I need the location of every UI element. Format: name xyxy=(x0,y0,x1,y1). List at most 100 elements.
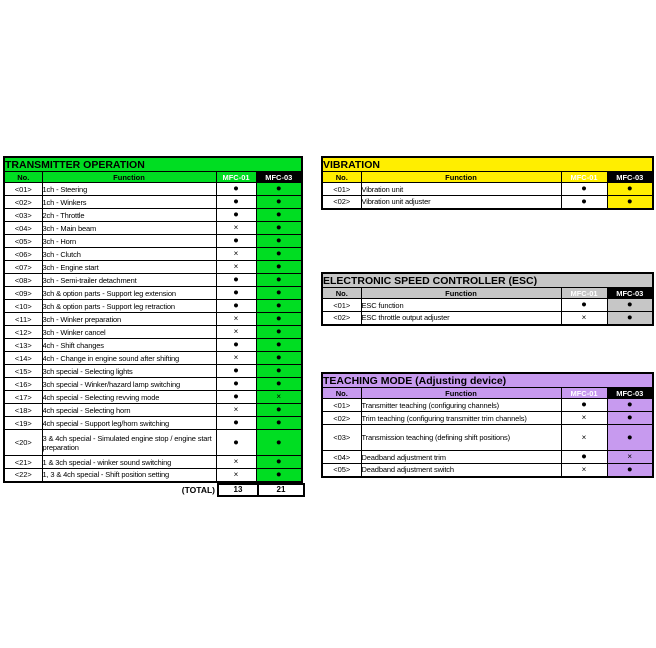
function-cell: 4ch - Change in engine sound after shift… xyxy=(41,351,217,365)
mfc03-value-cell: ● xyxy=(255,299,303,313)
mfc01-value-cell: × xyxy=(215,468,257,482)
function-cell: Trim teaching (configuring transmitter t… xyxy=(360,411,562,425)
row-number-cell: <06> xyxy=(3,247,43,261)
table-row: <22> 1, 3 & 4ch special - Shift position … xyxy=(3,468,303,482)
mfc01-value-cell: ● xyxy=(215,299,257,313)
function-cell: 3ch - Winker cancel xyxy=(41,325,217,339)
mfc03-value-cell: ● xyxy=(255,416,303,430)
row-number-cell: <01> xyxy=(321,398,362,412)
mfc01-value-cell: × xyxy=(560,411,608,425)
mfc03-value-cell: ● xyxy=(606,424,654,451)
row-number-cell: <14> xyxy=(3,351,43,365)
function-cell: 3ch - Engine start xyxy=(41,260,217,274)
function-cell: 3ch - Winker preparation xyxy=(41,312,217,326)
function-cell: 3ch - Horn xyxy=(41,234,217,248)
mfc03-value-cell: ● xyxy=(606,195,654,209)
row-number-cell: <13> xyxy=(3,338,43,352)
mfc03-value-cell: ● xyxy=(255,208,303,222)
mfc03-value-cell: ● xyxy=(255,351,303,365)
function-cell: 3ch special - Winker/hazard lamp switchi… xyxy=(41,377,217,391)
mfc01-value-cell: ● xyxy=(215,416,257,430)
mfc03-value-cell: ● xyxy=(606,311,654,325)
mfc01-value-cell: ● xyxy=(215,182,257,196)
row-number-cell: <15> xyxy=(3,364,43,378)
function-cell: 3ch - Semi-trailer detachment xyxy=(41,273,217,287)
mfc01-value-cell: × xyxy=(560,463,608,477)
table-row: <01> Transmitter teaching (configuring ch… xyxy=(321,398,654,412)
table-row: <03> 2ch - Throttle ● ● xyxy=(3,208,303,222)
function-cell: 4ch special - Selecting horn xyxy=(41,403,217,417)
table-row: <07> 3ch - Engine start × ● xyxy=(3,260,303,274)
table-row: <17> 4ch special - Selecting revving mode… xyxy=(3,390,303,404)
mfc03-value-cell: ● xyxy=(255,403,303,417)
mfc03-value-cell: ● xyxy=(255,325,303,339)
table-row: <13> 4ch - Shift changes ● ● xyxy=(3,338,303,352)
row-number-cell: <04> xyxy=(321,450,362,464)
table-row: <01> Vibration unit ● ● xyxy=(321,182,654,196)
column-header-mfc03: MFC-03 xyxy=(606,387,654,399)
mfc03-value-cell: ● xyxy=(255,455,303,469)
table-row: <03> Transmission teaching (defining shif… xyxy=(321,424,654,451)
row-number-cell: <11> xyxy=(3,312,43,326)
mfc01-value-cell: × xyxy=(215,455,257,469)
row-number-cell: <02> xyxy=(321,195,362,209)
table-row: <21> 1 & 3ch special - winker sound switc… xyxy=(3,455,303,469)
table-electronic-speed-controller: ELECTRONIC SPEED CONTROLLER (ESC) No. Func… xyxy=(321,272,654,326)
row-number-cell: <19> xyxy=(3,416,43,430)
column-header-mfc01: MFC-01 xyxy=(560,287,608,299)
table-row: <12> 3ch - Winker cancel × ● xyxy=(3,325,303,339)
total-mfc03-value: 21 xyxy=(257,483,305,497)
table-row: <04> Deadband adjustment trim ● × xyxy=(321,450,654,464)
row-number-cell: <05> xyxy=(321,463,362,477)
mfc03-value-cell: ● xyxy=(606,411,654,425)
table-row: <15> 3ch special - Selecting lights ● ● xyxy=(3,364,303,378)
function-cell: 3ch - Clutch xyxy=(41,247,217,261)
mfc03-value-cell: ● xyxy=(255,338,303,352)
function-cell: 3ch - Main beam xyxy=(41,221,217,235)
function-cell: Deadband adjustment trim xyxy=(360,450,562,464)
row-number-cell: <09> xyxy=(3,286,43,300)
mfc01-value-cell: ● xyxy=(215,429,257,456)
row-number-cell: <12> xyxy=(3,325,43,339)
mfc03-value-cell: ● xyxy=(255,182,303,196)
mfc01-value-cell: ● xyxy=(215,338,257,352)
mfc01-value-cell: × xyxy=(215,247,257,261)
column-header-no: No. xyxy=(321,387,362,399)
mfc01-value-cell: ● xyxy=(215,208,257,222)
mfc01-value-cell: ● xyxy=(560,450,608,464)
row-number-cell: <02> xyxy=(321,411,362,425)
table-transmitter-operation: TRANSMITTER OPERATION No. Function MFC-01 MF… xyxy=(3,156,303,483)
mfc03-value-cell: ● xyxy=(255,468,303,482)
column-header-mfc01: MFC-01 xyxy=(215,171,257,183)
mfc01-value-cell: ● xyxy=(560,182,608,196)
mfc03-value-cell: × xyxy=(255,390,303,404)
row-number-cell: <07> xyxy=(3,260,43,274)
mfc03-value-cell: ● xyxy=(255,364,303,378)
column-header-function: Function xyxy=(360,287,562,299)
function-cell: Transmitter teaching (configuring channe… xyxy=(360,398,562,412)
total-row: (TOTAL) 13 21 xyxy=(3,483,305,497)
mfc03-value-cell: ● xyxy=(255,286,303,300)
table-row: <02> ESC throttle output adjuster × ● xyxy=(321,311,654,325)
mfc01-value-cell: ● xyxy=(215,286,257,300)
row-number-cell: <16> xyxy=(3,377,43,391)
function-cell: 1ch - Steering xyxy=(41,182,217,196)
function-cell: ESC function xyxy=(360,298,562,312)
row-number-cell: <18> xyxy=(3,403,43,417)
mfc01-value-cell: × xyxy=(215,351,257,365)
table-row: <01> 1ch - Steering ● ● xyxy=(3,182,303,196)
table-row: <19> 4ch special - Support leg/horn switc… xyxy=(3,416,303,430)
row-number-cell: <17> xyxy=(3,390,43,404)
row-number-cell: <03> xyxy=(3,208,43,222)
mfc03-value-cell: ● xyxy=(255,273,303,287)
function-cell: 3ch & option parts - Support leg extensi… xyxy=(41,286,217,300)
mfc01-value-cell: ● xyxy=(215,364,257,378)
mfc03-value-cell: ● xyxy=(255,429,303,456)
function-cell: 3 & 4ch special - Simulated engine stop … xyxy=(41,429,217,456)
table-vibration: VIBRATION No. Function MFC-01 MFC-03 <01> Vibr… xyxy=(321,156,654,210)
table-title: ELECTRONIC SPEED CONTROLLER (ESC) xyxy=(321,272,654,288)
mfc01-value-cell: ● xyxy=(215,234,257,248)
mfc03-value-cell: ● xyxy=(606,463,654,477)
row-number-cell: <20> xyxy=(3,429,43,456)
